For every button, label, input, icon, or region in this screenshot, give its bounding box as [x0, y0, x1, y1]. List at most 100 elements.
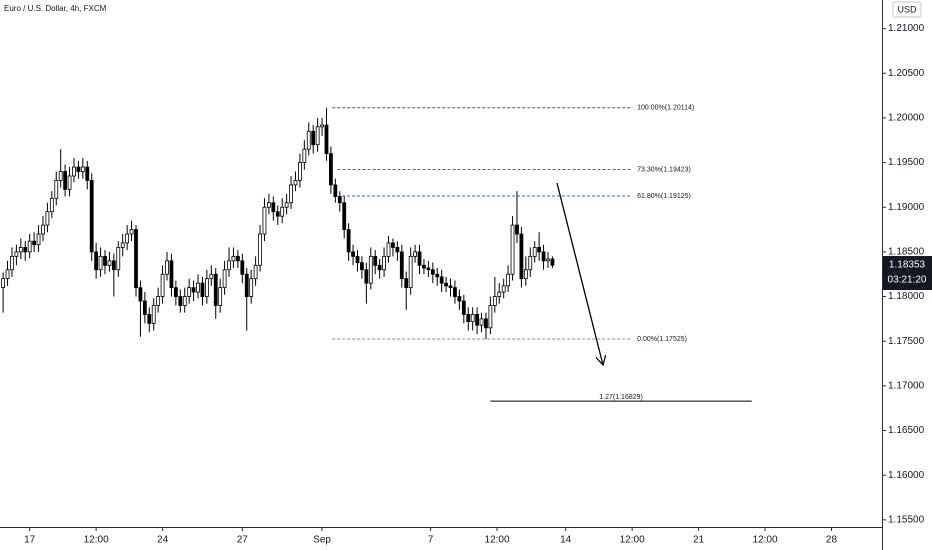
- candle-body: [63, 171, 68, 190]
- candle-body: [169, 260, 174, 289]
- candle-body: [187, 287, 192, 297]
- candle-body: [182, 296, 187, 306]
- candle-body: [249, 278, 254, 297]
- candle-body: [315, 126, 320, 146]
- candle-body: [142, 300, 147, 315]
- candle-body: [289, 184, 293, 204]
- y-tick-label: 1.18000: [888, 291, 925, 302]
- candle-body: [244, 273, 249, 297]
- candle-body: [470, 314, 475, 322]
- currency[interactable]: USD: [897, 4, 917, 14]
- candle-body: [271, 202, 276, 213]
- candle-body: [368, 255, 373, 284]
- candle-body: [165, 260, 169, 275]
- candle-body: [240, 260, 245, 275]
- candle-body: [426, 267, 431, 271]
- candle-body: [80, 166, 85, 172]
- candle-body: [151, 305, 156, 324]
- x-tick-label: 21: [693, 535, 705, 546]
- level-label: 73.30%(1.19423): [637, 166, 691, 173]
- candle-body: [501, 285, 506, 293]
- candle-body: [5, 269, 10, 280]
- x-tick-label: 17: [24, 535, 36, 546]
- candle-body: [196, 282, 200, 293]
- arrow-annotation: [556, 182, 603, 365]
- candle-body: [435, 273, 440, 278]
- candle-body: [209, 273, 214, 280]
- candle-body: [253, 264, 258, 280]
- candle-body: [337, 196, 342, 204]
- candle-body: [156, 296, 161, 306]
- price-tag: [883, 256, 932, 291]
- candle-body: [49, 197, 54, 213]
- candle-body: [120, 242, 125, 248]
- candle-body: [14, 251, 19, 257]
- candle-body: [320, 124, 324, 128]
- candle-body: [382, 255, 386, 271]
- candle-body: [488, 305, 493, 329]
- candle-body: [116, 247, 121, 271]
- candle-body: [284, 202, 289, 208]
- candle-body: [200, 282, 205, 297]
- candle-body: [515, 224, 519, 235]
- candle-body: [519, 233, 524, 280]
- x-tick-label: 24: [157, 535, 169, 546]
- candle-body: [532, 247, 537, 257]
- candle-body: [27, 240, 32, 253]
- candle-body: [111, 260, 116, 271]
- candle-body: [417, 251, 422, 266]
- candle-body: [227, 260, 231, 271]
- candle-body: [72, 166, 76, 177]
- candle-body: [439, 276, 444, 284]
- candle-body: [23, 247, 28, 253]
- candle-body: [18, 247, 23, 253]
- y-tick-label: 1.17500: [888, 336, 925, 347]
- candle-body: [298, 162, 302, 181]
- candle-body: [453, 287, 457, 297]
- candle-body: [351, 251, 355, 257]
- candle-body: [36, 233, 41, 246]
- candle-body: [262, 206, 267, 235]
- candle-body: [475, 314, 480, 326]
- candle-body: [235, 255, 240, 262]
- candle-body: [275, 211, 280, 217]
- y-tick-label: 1.18500: [888, 247, 925, 258]
- candle-body: [138, 287, 143, 302]
- candle-body: [231, 255, 236, 262]
- candle-body: [413, 251, 417, 257]
- y-tick-label: 1.16000: [888, 470, 925, 481]
- candle-body: [134, 229, 138, 289]
- candle-body: [391, 242, 395, 248]
- candle-body: [395, 247, 400, 253]
- candle-body: [191, 287, 196, 293]
- candle-body: [466, 314, 471, 322]
- candle-body: [342, 202, 347, 230]
- x-tick-label: 7: [428, 535, 434, 546]
- x-tick-label: 12:00: [84, 535, 109, 546]
- candle-body: [160, 273, 165, 297]
- candle-body: [492, 296, 497, 306]
- candle-body: [1, 278, 6, 289]
- chart-title: Euro / U.S. Dollar, 4h, FXCM: [4, 4, 107, 13]
- candle-body: [364, 269, 369, 284]
- level-label: 61.80%(1.19125): [637, 193, 691, 200]
- level-label: 0.00%(1.17525): [637, 336, 687, 343]
- y-tick-label: 1.16500: [888, 425, 925, 436]
- candle-body: [373, 255, 378, 266]
- candle-body: [85, 166, 90, 181]
- candle-body: [355, 255, 360, 264]
- candle-body: [333, 184, 338, 197]
- level-label: 100.00%(1.20114): [637, 105, 694, 112]
- candle-body: [422, 264, 426, 269]
- level-label: 1.27(1.16829): [599, 394, 643, 401]
- candle-body: [222, 269, 227, 289]
- candle-body: [129, 229, 134, 235]
- candle-body: [497, 291, 502, 297]
- candle-body: [346, 229, 351, 253]
- currency-box[interactable]: [892, 1, 922, 18]
- candle-body: [550, 258, 555, 266]
- x-tick-label: 12:00: [753, 535, 778, 546]
- candle-body: [484, 318, 488, 329]
